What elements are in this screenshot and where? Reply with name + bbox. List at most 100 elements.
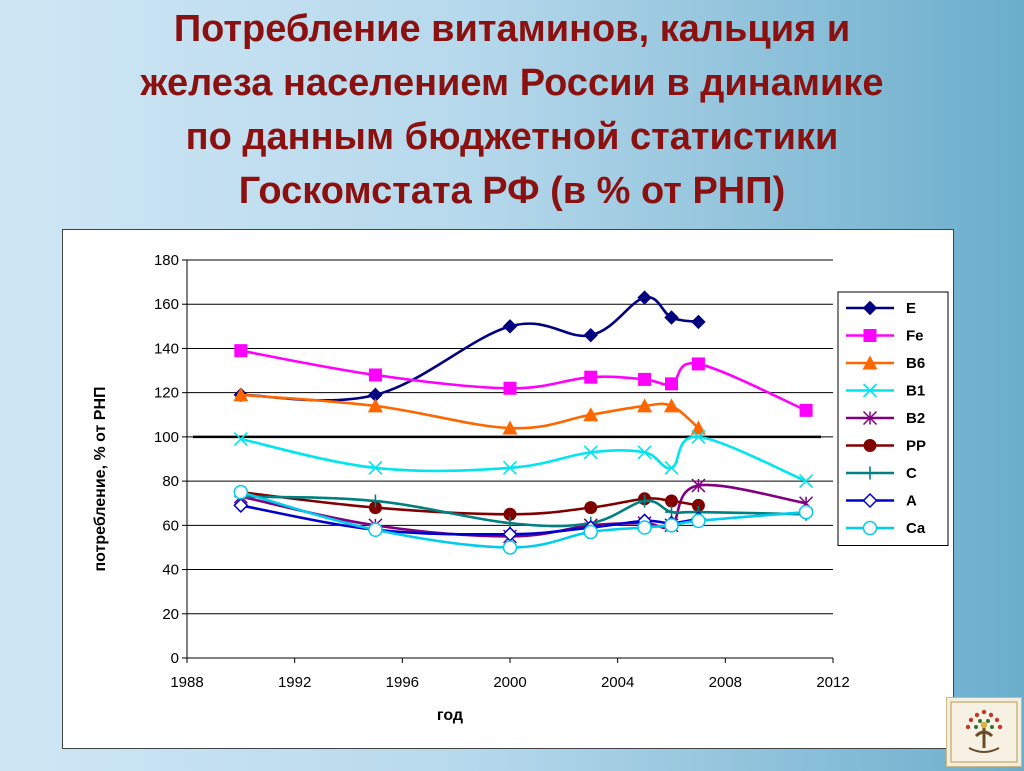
data-point [664,460,679,475]
legend-label: B1 [906,383,925,400]
data-point [664,310,679,325]
y-tick-label: 40 [162,562,179,579]
y-tick-label: 180 [154,252,179,269]
data-point [368,501,382,515]
y-tick-label: 120 [154,385,179,402]
data-point [638,372,652,386]
title-line-2: железа населением России в динамике [140,62,884,104]
x-tick-label: 1988 [170,674,203,691]
data-point [664,518,679,533]
series-b1 [233,429,814,489]
legend-label: E [906,300,916,317]
x-tick-label: 2004 [601,674,634,691]
x-tick-label: 2012 [816,674,849,691]
legend-label: B2 [906,410,925,427]
x-axis-title: год [437,707,463,724]
legend-entry: E [846,300,916,317]
legend-entry: B6 [846,355,925,372]
legend-swatch-marker [862,492,878,509]
series-fe [234,344,813,417]
data-point [691,478,706,493]
data-point [583,407,599,422]
legend-entry: B2 [846,410,925,427]
legend-swatch-marker [863,329,877,342]
data-point [691,314,706,330]
y-tick-label: 140 [154,340,179,357]
legend-swatch-marker [862,300,878,316]
data-point [503,381,517,395]
data-point [583,327,598,343]
data-point [502,526,518,542]
legend-swatch-marker [862,355,878,370]
data-point [368,494,382,508]
y-tick-label: 60 [162,517,179,534]
data-point [583,524,598,540]
slide-title: Потребление витаминов, кальция и железа … [0,0,1024,218]
x-tick-label: 1992 [278,674,311,691]
y-tick-label: 0 [171,650,179,667]
legend-swatch-marker [863,439,877,452]
legend-label: C [906,465,917,482]
chart-frame: 0 20 40 60 80 100 120 140 160 180 1988 1992 1996 2000… [62,229,954,749]
series-lines [233,290,814,555]
title-line-4: Госкомстата РФ (в % от РНП) [238,170,786,212]
data-point [368,368,382,382]
series-line [240,393,700,430]
x-tick-label: 2008 [709,674,742,691]
legend-label: B6 [906,355,925,372]
data-point [584,370,598,384]
legend-label: A [906,493,917,510]
line-chart: 0 20 40 60 80 100 120 140 160 180 1988 1992 1996 2000… [92,252,949,724]
data-point [638,494,652,508]
legend-entry: C [846,465,917,482]
data-point [799,403,813,417]
data-point [502,460,518,475]
data-point [637,445,652,460]
data-point [233,497,249,513]
data-point [691,513,706,529]
legend-label: PP [906,438,926,455]
legend-swatch-marker [863,466,877,480]
legend: E Fe B6 B1 B2 PP CA Ca [837,291,949,546]
data-point [665,494,678,508]
series-ca [233,484,814,555]
data-point [799,474,814,489]
data-point [502,319,518,334]
series-e [233,290,706,403]
data-point [665,377,678,391]
data-point [664,398,679,413]
y-tick-label: 20 [162,606,179,623]
legend-swatch-marker [862,520,878,536]
data-point [691,357,705,371]
data-point [691,429,706,444]
series-line [240,435,807,483]
x-tick-label: 1996 [386,674,419,691]
legend-entry: B1 [846,383,925,400]
axes: 0 20 40 60 80 100 120 140 160 180 1988 1992 1996 2000… [92,252,850,724]
x-tick-label: 2000 [493,674,526,691]
title-line-3: по данным бюджетной статистики [185,116,839,158]
legend-entry: Ca [846,520,926,537]
data-point [637,398,653,413]
data-point [584,501,598,515]
data-point [691,498,705,512]
organization-logo-icon [946,697,1022,767]
series-b6 [233,387,706,435]
data-point [502,540,518,555]
data-point [798,504,814,520]
data-point [502,420,518,435]
data-point [233,432,248,447]
y-tick-label: 160 [154,296,179,313]
title-line-1: Потребление витаминов, кальция и [173,8,851,50]
data-point [637,290,652,305]
data-point [368,522,383,538]
series-c [234,490,813,530]
data-point [368,460,383,475]
data-point [234,344,248,358]
data-point [637,520,652,535]
series-line [240,490,807,549]
legend-label: Fe [906,328,924,345]
series-line [240,490,699,516]
series-line [240,504,699,536]
data-point [690,420,706,435]
